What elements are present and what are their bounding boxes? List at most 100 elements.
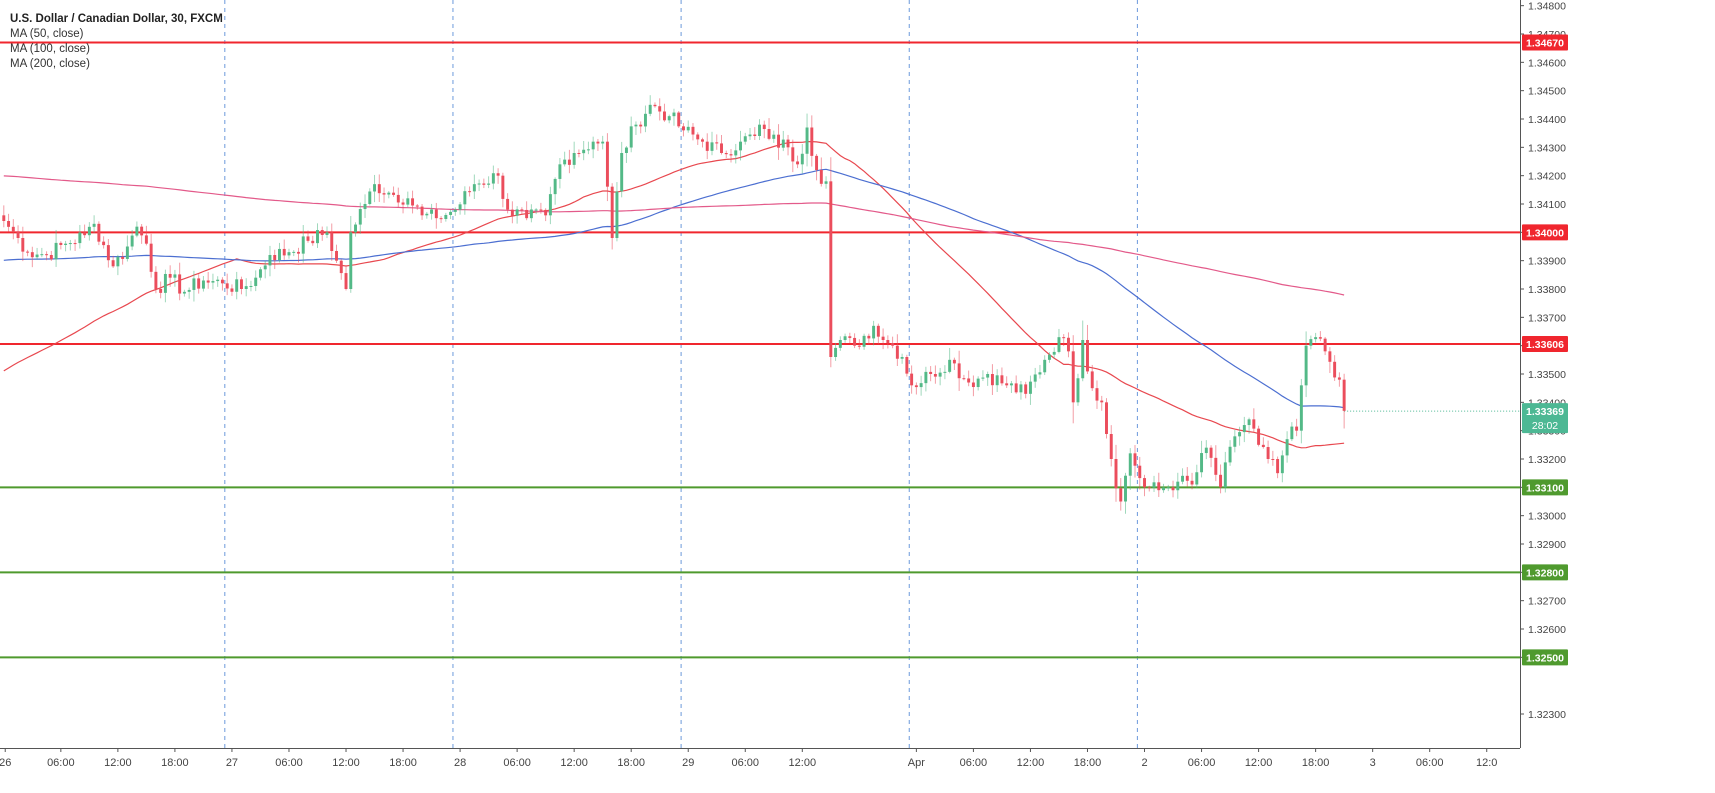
y-tick-label: 1.32300 (1528, 709, 1566, 721)
candle-body (1071, 351, 1075, 403)
candle (1280, 450, 1284, 483)
candle (506, 193, 510, 214)
legend-ma-100: MA (100, close) (10, 43, 90, 55)
legend-ma-200: MA (200, close) (10, 58, 90, 70)
candle (905, 354, 909, 377)
candle-body (1081, 340, 1085, 379)
candle (777, 124, 781, 160)
candle (1019, 381, 1023, 400)
candle (643, 105, 647, 133)
candle (1000, 367, 1004, 386)
y-tick-label: 1.34600 (1528, 57, 1566, 69)
candle-body (510, 209, 514, 216)
candle (225, 273, 229, 296)
candle-body (192, 278, 196, 290)
candle (767, 118, 771, 141)
candle-body (715, 142, 719, 144)
candle-body (392, 192, 396, 195)
candle-body (1214, 457, 1218, 475)
candle (1233, 429, 1237, 453)
candle (64, 240, 68, 252)
candle-body (948, 359, 952, 372)
candle (1028, 375, 1032, 405)
candle (724, 150, 728, 159)
candle-body (1105, 402, 1108, 434)
candle-body (929, 371, 933, 374)
candle (948, 347, 952, 374)
candle (415, 203, 419, 210)
candle-body (1062, 337, 1066, 339)
candle-body (601, 141, 605, 144)
level-label-4: 1.32800 (1526, 567, 1564, 579)
candle-body (662, 111, 666, 121)
candle-body (330, 232, 334, 251)
candle-body (563, 159, 567, 165)
candle-body (658, 106, 662, 112)
candle-body (548, 194, 552, 216)
candle (853, 333, 857, 349)
candle (1109, 425, 1113, 467)
candle (829, 157, 833, 368)
candle-body (21, 238, 25, 252)
x-tick-label: Apr (908, 757, 925, 769)
candle (54, 229, 58, 267)
x-tick-label: 06:00 (503, 757, 531, 769)
candle-body (1185, 475, 1189, 481)
candle (1071, 335, 1075, 424)
candle-body (605, 141, 609, 187)
candle-body (1200, 453, 1204, 473)
candle-body (83, 232, 87, 236)
candle-body (306, 236, 310, 241)
candle-body (1271, 459, 1275, 460)
y-tick-label: 1.33500 (1528, 369, 1566, 381)
candle-body (482, 183, 486, 185)
candle-body (1157, 482, 1161, 491)
x-tick-label: 06:00 (1188, 757, 1216, 769)
candle-body (344, 273, 348, 289)
candle-body (106, 245, 110, 261)
candle (1009, 380, 1013, 394)
candle-body (919, 383, 923, 388)
candle-body (339, 260, 343, 274)
x-tick-label: 29 (682, 757, 694, 769)
candle-body (990, 374, 994, 386)
candle-body (45, 254, 49, 256)
candle-body (220, 279, 224, 284)
x-tick-label: 12:00 (560, 757, 588, 769)
candle-body (458, 204, 462, 210)
candle (762, 120, 766, 139)
candle-body (35, 254, 39, 258)
candle (629, 116, 633, 153)
candle-body (544, 209, 548, 216)
candle (1214, 445, 1218, 482)
level-label-0: 1.34670 (1526, 38, 1564, 50)
y-tick-label: 1.33900 (1528, 256, 1566, 268)
candle-body (1176, 481, 1180, 491)
candle (1143, 474, 1146, 497)
legend-ma-50: MA (50, close) (10, 28, 84, 40)
candle-body (724, 153, 728, 155)
x-tick-label: 06:00 (1416, 757, 1444, 769)
candle-body (553, 178, 557, 195)
candle-body (834, 347, 838, 357)
candle-body (1033, 374, 1037, 382)
candle-body (154, 271, 158, 289)
candle-body (235, 279, 239, 292)
candle-body (1247, 419, 1251, 426)
candle (1223, 451, 1227, 493)
candle-body (73, 243, 77, 245)
candle-body (87, 226, 91, 236)
candle (544, 208, 548, 222)
candle (263, 260, 267, 279)
candle (273, 249, 277, 270)
candle-body (1057, 337, 1061, 352)
candle (377, 174, 381, 202)
candle-body (648, 104, 652, 114)
candle-body (254, 277, 258, 286)
candle (468, 186, 472, 197)
y-tick-label: 1.32600 (1528, 624, 1566, 636)
candle (254, 270, 258, 292)
candle (1162, 483, 1166, 493)
candle-body (125, 246, 129, 259)
